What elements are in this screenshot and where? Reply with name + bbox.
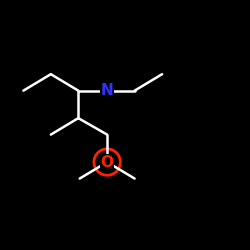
Text: N: N xyxy=(101,83,114,98)
Text: O: O xyxy=(101,154,114,170)
